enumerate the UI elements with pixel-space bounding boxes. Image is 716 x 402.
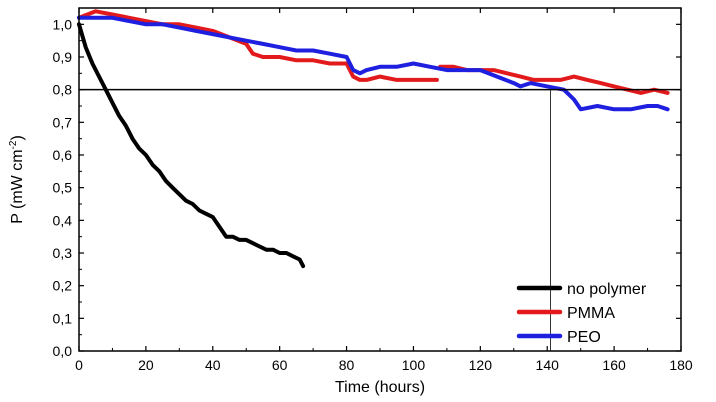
plot-area [77,9,670,269]
x-axis-label: Time (hours) [335,379,425,396]
x-tick-label: 180 [669,357,693,373]
x-tick-label: 80 [339,357,355,373]
plot-frame [78,7,682,352]
x-tick-label: 0 [75,357,83,373]
legend-label: PMMA [567,305,615,322]
y-axis-label-main: P (mW cm [9,149,26,223]
series-line-pmma-1 [77,9,439,82]
y-tick-label: 0,7 [53,114,73,130]
y-tick-label: 0,3 [53,245,73,261]
series-line-no-polymer-0 [77,22,306,269]
y-tick-label: 0,6 [53,147,73,163]
y-tick-label: 0,5 [53,180,73,196]
x-tick-label: 20 [138,357,154,373]
y-axis-label-superscript: -2 [8,140,19,149]
x-tick-label: 120 [469,357,493,373]
y-axis-label: P (mW cm-2) [8,135,26,224]
y-tick-label: 0,4 [53,212,73,228]
y-tick-label: 0,8 [53,82,73,98]
y-tick-label: 0,0 [53,343,73,359]
y-tick-label: 0,2 [53,278,73,294]
x-tick-label: 160 [602,357,626,373]
x-tick-label: 100 [402,357,426,373]
legend-label: PEO [567,329,601,346]
y-axis-label-close: ) [9,135,26,140]
x-tick-label: 60 [272,357,288,373]
y-tick-label: 0,1 [53,310,73,326]
legend: no polymer PMMA PEO [516,281,647,346]
legend-label: no polymer [567,281,647,298]
y-axis: 0,0 0,1 0,2 0,3 0,4 0,5 0,6 0,7 0,8 0,9 1,0 [53,16,681,359]
x-tick-label: 40 [205,357,221,373]
y-tick-label: 1,0 [53,16,73,32]
y-tick-label: 0,9 [53,49,73,65]
series-line-peo-3 [77,15,670,112]
x-axis: 0 20 40 60 80 100 120 140 160 180 [75,8,693,373]
x-tick-label: 140 [536,357,560,373]
